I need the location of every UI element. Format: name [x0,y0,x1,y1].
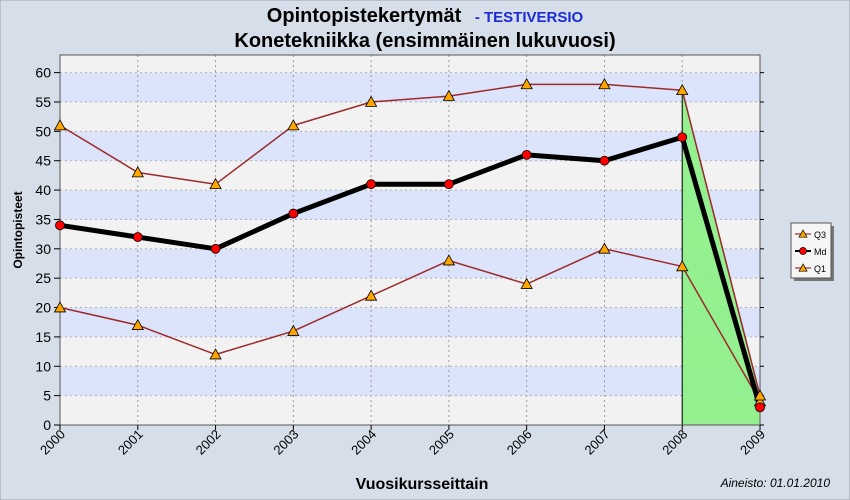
legend: Q3 Md Q1 [790,222,834,281]
chart-title-main: Opintopistekertymät [267,5,462,27]
grid-band [60,248,760,279]
legend-label-md: Md [814,247,827,257]
y-tick-label: 50 [35,123,51,139]
point-q3 [442,89,456,101]
y-tick-label: 40 [35,182,51,198]
point-q3 [209,177,222,190]
point-q1 [131,318,144,330]
grid-band [60,278,760,308]
grid-band [60,219,760,249]
series-line-md [59,134,763,409]
point-q1 [53,301,67,313]
grid-band [60,101,760,132]
y-tick-label: 25 [35,270,51,286]
y-tick-label: 35 [35,211,51,227]
legend-label-q3: Q3 [814,230,826,240]
point-q3 [53,119,67,131]
legend-marker-q1 [798,263,808,272]
y-tick-label: 30 [35,241,51,257]
point-md [366,179,377,190]
grid-band [60,366,760,396]
grid-band [60,55,760,73]
y-tick-label: 15 [35,329,51,345]
legend-marker-q3 [798,229,808,238]
y-tick-label: 20 [35,300,51,316]
grid-band [60,190,760,220]
chart-subtitle: Konetekniikka (ensimmäinen lukuvuosi) [234,30,615,52]
y-tick-label: 55 [35,94,51,110]
y-tick-label: 5 [43,388,51,404]
legend-label-q1: Q1 [814,264,826,274]
y-tick-label: 60 [35,65,51,81]
point-q3 [287,119,300,131]
point-q3 [131,166,144,178]
point-md [55,220,65,231]
point-q1 [364,289,378,301]
point-md [288,208,299,219]
grid-band [60,307,760,337]
y-axis-label: Opintopisteet [11,191,25,268]
x-axis-label: Vuosikursseittain [356,476,489,493]
legend-marker-md [799,247,807,255]
point-q3 [598,78,611,90]
series-line-q3 [59,83,761,396]
y-tick-label: 0 [43,417,51,433]
data-source-note: Aineisto: 01.01.2010 [720,476,831,490]
grid-band [60,72,760,102]
point-q3 [676,83,689,96]
y-tick-label: 10 [35,358,51,374]
chart-title-suffix: - TESTIVERSIO [475,9,584,26]
plot-border [59,54,761,426]
point-q1 [598,242,611,254]
point-md [755,402,765,413]
point-md [677,132,688,143]
point-q1 [676,260,689,272]
point-md [132,232,143,242]
y-tick-label: 45 [35,153,51,169]
point-q1 [287,324,300,336]
point-q1 [209,348,222,360]
point-md [210,243,221,254]
point-q3 [753,389,767,401]
point-md [443,179,454,190]
point-q1 [520,277,533,289]
point-q3 [364,95,378,107]
point-md [521,149,532,160]
chart-title: Opintopistekertymät - TESTIVERSIO [267,5,584,27]
grid-band [60,395,760,425]
series-line-q1 [59,248,761,402]
grid-band [60,336,760,367]
grid-band [60,131,760,161]
point-md [599,155,610,166]
point-q3 [520,78,533,90]
point-q1 [442,254,456,266]
